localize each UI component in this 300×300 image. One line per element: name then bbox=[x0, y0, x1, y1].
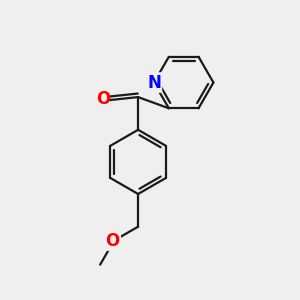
Text: O: O bbox=[105, 232, 120, 250]
Text: O: O bbox=[96, 91, 110, 109]
Text: N: N bbox=[147, 74, 161, 92]
